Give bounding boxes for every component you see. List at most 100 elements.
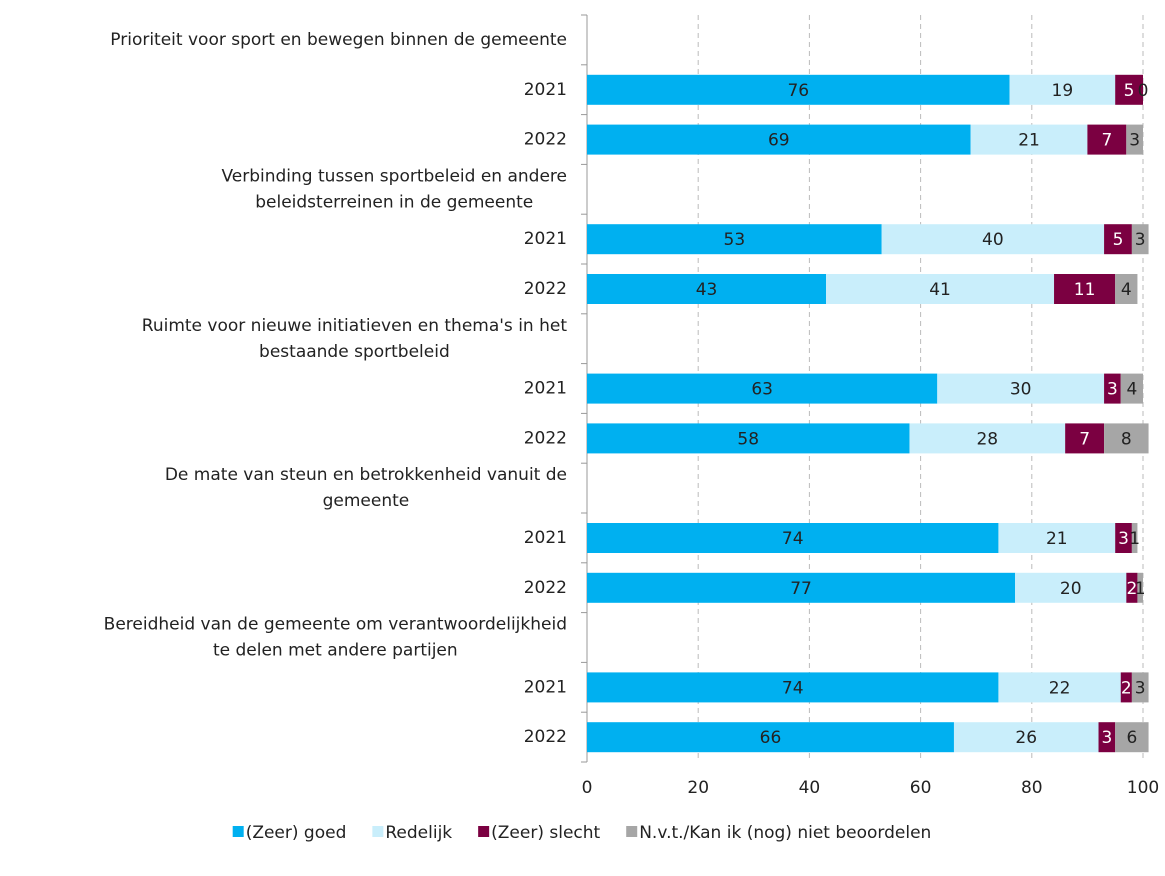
bar-segment xyxy=(1054,274,1116,304)
bar-segment xyxy=(1104,373,1121,404)
data-label: 76 xyxy=(787,81,809,101)
bar-segment xyxy=(587,124,971,155)
bar-segment xyxy=(1104,224,1132,255)
data-label: 3 xyxy=(1101,728,1112,748)
data-label: 21 xyxy=(1046,529,1068,549)
data-label: 20 xyxy=(1060,579,1082,599)
legend-label: N.v.t./Kan ik (nog) niet beoordelen xyxy=(639,823,931,843)
data-label: 1 xyxy=(1135,579,1146,599)
data-label: 53 xyxy=(724,230,746,250)
bar-segment xyxy=(1115,523,1132,553)
legend: (Zeer) goed Redelijk (Zeer) slecht N.v.t./K… xyxy=(232,823,931,843)
group-label: Ruimte voor nieuwe initiatieven en thema… xyxy=(142,316,568,362)
bar-segment xyxy=(587,373,938,404)
data-label: 6 xyxy=(1126,728,1137,748)
data-label: 4 xyxy=(1121,280,1132,300)
group-label: Verbinding tussen sportbeleid en andere b… xyxy=(221,166,567,212)
data-label: 3 xyxy=(1135,678,1146,698)
data-label: 3 xyxy=(1118,529,1129,549)
data-label: 7 xyxy=(1101,131,1112,151)
bar-segment xyxy=(1120,672,1132,703)
data-label: 40 xyxy=(982,230,1004,250)
x-tick-label: 60 xyxy=(910,778,932,798)
y-tick-label: 2022 xyxy=(524,428,567,448)
x-tick-label: 0 xyxy=(582,778,593,798)
legend-swatch xyxy=(232,826,244,837)
data-label: 3 xyxy=(1129,131,1140,151)
bar-segment xyxy=(587,224,882,255)
data-label: 66 xyxy=(760,728,782,748)
bar-segment xyxy=(587,722,954,753)
y-tick-label: 2022 xyxy=(524,130,567,150)
x-tick-label: 40 xyxy=(799,778,821,798)
x-tick-label: 100 xyxy=(1127,778,1159,798)
data-label: 30 xyxy=(1010,380,1032,400)
bar-segment xyxy=(1131,672,1149,703)
bar-segment xyxy=(953,722,1099,753)
bar-segment xyxy=(1115,74,1143,105)
data-label: 2 xyxy=(1121,678,1132,698)
bar-segment xyxy=(587,523,999,553)
bar-segment xyxy=(1115,722,1149,753)
legend-swatch xyxy=(372,826,384,837)
data-label: 26 xyxy=(1015,728,1037,748)
group-label: Bereidheid van de gemeente om verantwoor… xyxy=(104,615,567,661)
bar-segment xyxy=(587,572,1016,603)
bar-segment xyxy=(1115,274,1138,304)
bar-segment xyxy=(587,672,999,703)
legend-label: (Zeer) goed xyxy=(246,823,347,843)
bar-segment xyxy=(826,274,1055,304)
data-label: 74 xyxy=(782,529,804,549)
data-label: 7 xyxy=(1079,429,1090,449)
data-label: 5 xyxy=(1113,230,1124,250)
bar-segment xyxy=(881,224,1105,255)
legend-label: (Zeer) slecht xyxy=(491,823,600,843)
bar-segment xyxy=(970,124,1088,155)
data-label: 1 xyxy=(1129,529,1140,549)
data-label: 41 xyxy=(929,280,951,300)
data-label: 11 xyxy=(1074,280,1096,300)
y-tick-label: 2021 xyxy=(524,528,567,548)
data-label: 21 xyxy=(1018,131,1040,151)
data-label: 22 xyxy=(1049,678,1071,698)
bar-segment xyxy=(1065,423,1105,454)
bar-segment xyxy=(1126,124,1143,155)
y-tick-label: 2022 xyxy=(524,727,567,747)
bar-segment xyxy=(1015,572,1127,603)
bar-segment xyxy=(1087,124,1127,155)
y-tick-label: 2021 xyxy=(524,80,567,100)
bar-segment xyxy=(1131,523,1138,553)
data-label: 2 xyxy=(1126,579,1137,599)
legend-swatch xyxy=(626,826,638,837)
bar-segment xyxy=(1137,572,1143,603)
data-label: 28 xyxy=(976,429,998,449)
data-label: 58 xyxy=(737,429,759,449)
y-tick-label: 2021 xyxy=(524,677,567,697)
bar-segment xyxy=(587,74,1010,105)
bar-segment xyxy=(1098,722,1116,753)
data-label: 74 xyxy=(782,678,804,698)
y-tick-label: 2021 xyxy=(524,379,567,399)
data-label: 3 xyxy=(1107,380,1118,400)
bar-segment xyxy=(587,423,910,454)
y-tick-label: 2021 xyxy=(524,229,567,249)
x-tick-label: 20 xyxy=(687,778,709,798)
bar-segment xyxy=(998,672,1121,703)
bar-segment xyxy=(1126,572,1138,603)
bar-segment xyxy=(1120,373,1143,404)
bar-segment xyxy=(937,373,1105,404)
bar-segment xyxy=(1131,224,1149,255)
y-tick-label: 2022 xyxy=(524,578,567,598)
y-tick-label: 2022 xyxy=(524,279,567,299)
data-label: 63 xyxy=(751,380,773,400)
x-tick-label: 80 xyxy=(1021,778,1043,798)
bar-segment xyxy=(909,423,1066,454)
bar-segment xyxy=(1104,423,1149,454)
bar-segment xyxy=(1009,74,1116,105)
data-label: 77 xyxy=(790,579,812,599)
legend-label: Redelijk xyxy=(385,823,452,843)
group-label: De mate van steun en betrokkenheid vanui… xyxy=(165,465,567,511)
group-label: Prioriteit voor sport en bewegen binnen … xyxy=(110,30,567,50)
data-label: 5 xyxy=(1124,81,1135,101)
